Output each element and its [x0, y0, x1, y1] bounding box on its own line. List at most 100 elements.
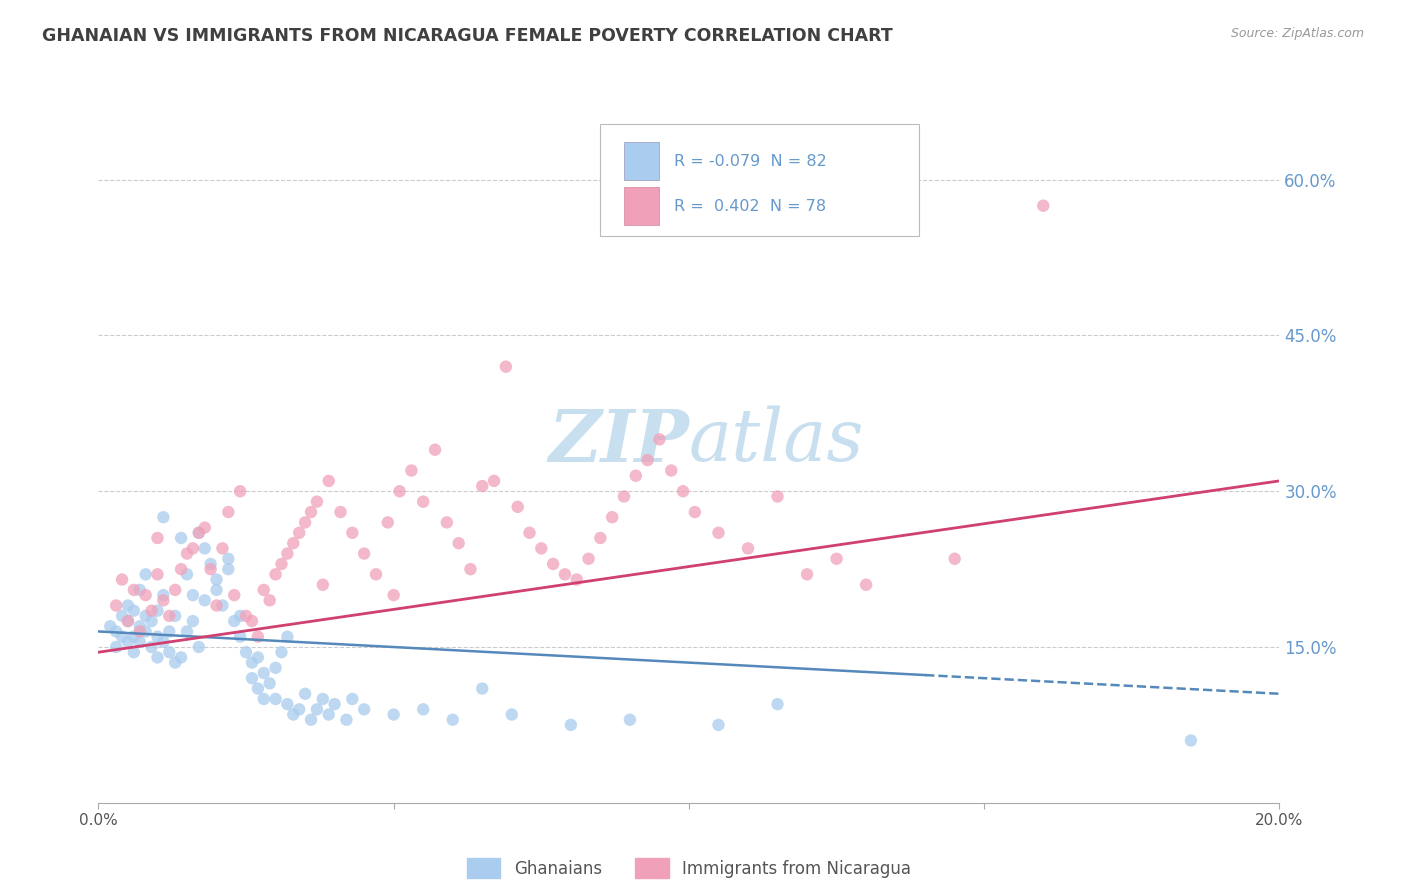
Point: [270, 645, 292, 659]
Point: [519, 525, 541, 540]
Point: [264, 692, 287, 706]
FancyBboxPatch shape: [600, 124, 920, 235]
Point: [200, 562, 222, 576]
Point: [205, 573, 228, 587]
Point: [259, 593, 281, 607]
Point: [128, 624, 150, 639]
Point: [146, 531, 169, 545]
Point: [342, 692, 364, 706]
Point: [471, 681, 494, 696]
Point: [482, 474, 505, 488]
Point: [294, 516, 316, 530]
Point: [825, 551, 848, 566]
Point: [541, 557, 564, 571]
Point: [1032, 199, 1054, 213]
Point: [187, 525, 209, 540]
Point: [353, 702, 375, 716]
Text: R =  0.402  N = 78: R = 0.402 N = 78: [673, 199, 825, 214]
Point: [377, 516, 399, 530]
Point: [495, 359, 517, 374]
Point: [176, 624, 198, 639]
Point: [211, 599, 233, 613]
Point: [152, 635, 174, 649]
Point: [128, 619, 150, 633]
Point: [560, 718, 582, 732]
Point: [637, 453, 659, 467]
FancyBboxPatch shape: [624, 142, 659, 180]
Point: [530, 541, 553, 556]
Point: [217, 562, 239, 576]
Point: [259, 676, 281, 690]
Point: [117, 614, 139, 628]
Point: [141, 614, 163, 628]
Text: ZIP: ZIP: [548, 406, 689, 476]
Point: [157, 645, 180, 659]
Point: [170, 650, 193, 665]
Point: [1180, 733, 1202, 747]
Point: [305, 494, 328, 508]
Point: [423, 442, 446, 457]
Point: [224, 588, 246, 602]
Point: [224, 614, 246, 628]
Point: [200, 557, 222, 571]
Point: [501, 707, 523, 722]
Point: [578, 551, 600, 566]
Point: [181, 614, 204, 628]
Point: [283, 707, 305, 722]
Point: [165, 608, 187, 623]
Point: [157, 624, 180, 639]
Point: [312, 692, 335, 706]
Point: [117, 635, 139, 649]
Point: [613, 490, 636, 504]
Text: GHANAIAN VS IMMIGRANTS FROM NICARAGUA FEMALE POVERTY CORRELATION CHART: GHANAIAN VS IMMIGRANTS FROM NICARAGUA FE…: [42, 27, 893, 45]
Point: [152, 593, 174, 607]
Point: [205, 582, 228, 597]
Point: [648, 433, 671, 447]
Point: [554, 567, 576, 582]
Point: [111, 573, 134, 587]
Point: [253, 582, 276, 597]
Point: [460, 562, 482, 576]
Point: [471, 479, 494, 493]
Point: [506, 500, 529, 514]
Point: [283, 536, 305, 550]
Point: [194, 593, 217, 607]
Point: [353, 547, 375, 561]
Point: [205, 599, 228, 613]
Point: [165, 656, 187, 670]
Point: [737, 541, 759, 556]
Point: [323, 697, 346, 711]
Point: [294, 687, 316, 701]
Point: [264, 567, 287, 582]
Point: [111, 630, 134, 644]
Point: [240, 671, 263, 685]
Text: R = -0.079  N = 82: R = -0.079 N = 82: [673, 153, 827, 169]
Point: [176, 547, 198, 561]
Point: [122, 604, 145, 618]
Point: [447, 536, 470, 550]
Point: [276, 697, 298, 711]
Point: [117, 599, 139, 613]
Point: [141, 604, 163, 618]
Point: [146, 650, 169, 665]
Point: [122, 582, 145, 597]
Point: [312, 578, 335, 592]
Point: [401, 463, 423, 477]
Point: [855, 578, 877, 592]
Point: [176, 567, 198, 582]
Y-axis label: Female Poverty: Female Poverty: [0, 401, 7, 508]
Point: [943, 551, 966, 566]
Point: [276, 547, 298, 561]
Point: [276, 630, 298, 644]
Point: [335, 713, 357, 727]
Point: [240, 614, 263, 628]
Point: [128, 582, 150, 597]
Point: [105, 624, 128, 639]
Point: [194, 541, 217, 556]
Point: [436, 516, 458, 530]
Point: [382, 707, 405, 722]
Point: [111, 608, 134, 623]
Text: Source: ZipAtlas.com: Source: ZipAtlas.com: [1230, 27, 1364, 40]
Point: [170, 562, 193, 576]
Point: [146, 567, 169, 582]
